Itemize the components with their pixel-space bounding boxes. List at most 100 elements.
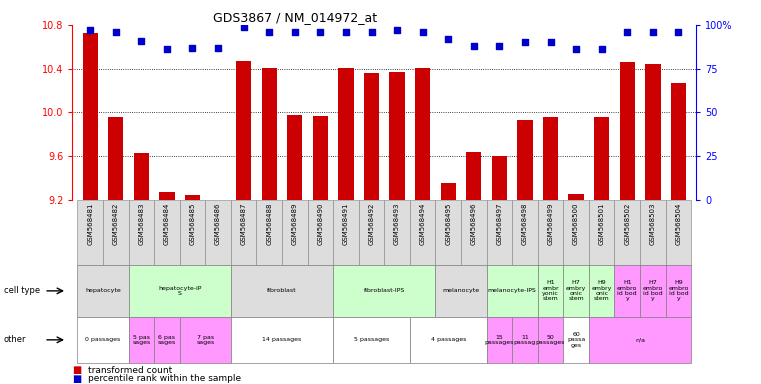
Bar: [236, 61, 251, 200]
Bar: [185, 195, 200, 200]
Text: GSM568498: GSM568498: [522, 203, 528, 245]
Bar: [358, 200, 384, 265]
Point: [468, 43, 480, 49]
Bar: [640, 200, 666, 265]
Bar: [441, 183, 456, 200]
Bar: [154, 200, 180, 265]
Point: [263, 29, 275, 35]
Bar: [282, 200, 307, 265]
Bar: [461, 200, 486, 265]
Bar: [666, 200, 691, 265]
Bar: [568, 194, 584, 200]
Text: H7
embro
id bod
y: H7 embro id bod y: [642, 280, 663, 301]
Point: [647, 29, 659, 35]
Text: 50
passages: 50 passages: [536, 334, 565, 345]
Text: GSM568504: GSM568504: [676, 203, 681, 245]
Text: fibroblast: fibroblast: [267, 288, 297, 293]
Text: GSM568503: GSM568503: [650, 203, 656, 245]
Bar: [543, 117, 559, 200]
Point: [365, 29, 377, 35]
Text: GSM568485: GSM568485: [189, 203, 196, 245]
Text: n/a: n/a: [635, 337, 645, 343]
Text: GSM568500: GSM568500: [573, 203, 579, 245]
Text: 60
passa
ges: 60 passa ges: [567, 332, 585, 348]
Bar: [466, 152, 482, 200]
Text: GSM568484: GSM568484: [164, 203, 170, 245]
Point: [237, 24, 250, 30]
Point: [186, 45, 199, 51]
Bar: [645, 64, 661, 200]
Text: GSM568486: GSM568486: [215, 203, 221, 245]
Text: GSM568481: GSM568481: [88, 203, 93, 245]
Text: 0 passages: 0 passages: [85, 337, 120, 343]
Text: H1
embro
id bod
y: H1 embro id bod y: [617, 280, 638, 301]
Text: GSM568482: GSM568482: [113, 203, 119, 245]
Point: [135, 38, 148, 44]
Point: [110, 29, 122, 35]
Point: [621, 29, 633, 35]
Bar: [78, 200, 103, 265]
Text: H9
embry
onic
stem: H9 embry onic stem: [591, 280, 612, 301]
Bar: [538, 200, 563, 265]
Point: [442, 36, 454, 42]
Text: H9
embro
id bod
y: H9 embro id bod y: [668, 280, 689, 301]
Text: hepatocyte: hepatocyte: [85, 288, 121, 293]
Text: 5 passages: 5 passages: [354, 337, 389, 343]
Text: melanocyte-IPS: melanocyte-IPS: [488, 288, 537, 293]
Bar: [486, 200, 512, 265]
Bar: [512, 200, 538, 265]
Bar: [103, 200, 129, 265]
Point: [391, 27, 403, 33]
Bar: [307, 200, 333, 265]
Text: GSM568492: GSM568492: [368, 203, 374, 245]
Bar: [108, 117, 123, 200]
Bar: [563, 200, 589, 265]
Bar: [256, 200, 282, 265]
Point: [519, 40, 531, 46]
Text: 4 passages: 4 passages: [431, 337, 466, 343]
Bar: [210, 200, 226, 201]
Text: GSM568496: GSM568496: [471, 203, 477, 245]
Point: [570, 46, 582, 53]
Point: [596, 46, 608, 53]
Text: GSM568495: GSM568495: [445, 203, 451, 245]
Text: GSM568501: GSM568501: [599, 203, 605, 245]
Bar: [614, 200, 640, 265]
Text: GSM568491: GSM568491: [343, 203, 349, 245]
Text: GSM568489: GSM568489: [291, 203, 298, 245]
Bar: [129, 200, 154, 265]
Point: [493, 43, 505, 49]
Text: hepatocyte-iP
S: hepatocyte-iP S: [158, 286, 202, 296]
Text: GSM568493: GSM568493: [394, 203, 400, 245]
Bar: [287, 114, 302, 200]
Bar: [313, 116, 328, 200]
Bar: [517, 120, 533, 200]
Bar: [82, 33, 98, 200]
Point: [212, 45, 224, 51]
Bar: [180, 200, 205, 265]
Text: GSM568488: GSM568488: [266, 203, 272, 245]
Text: melanocyte: melanocyte: [442, 288, 479, 293]
Bar: [159, 192, 174, 200]
Point: [288, 29, 301, 35]
Bar: [390, 72, 405, 200]
Bar: [619, 62, 635, 200]
Point: [544, 40, 556, 46]
Text: H7
embry
onic
stem: H7 embry onic stem: [566, 280, 586, 301]
Text: transformed count: transformed count: [88, 366, 172, 375]
Bar: [410, 200, 435, 265]
Text: 15
passages: 15 passages: [485, 334, 514, 345]
Bar: [262, 68, 277, 200]
Text: GDS3867 / NM_014972_at: GDS3867 / NM_014972_at: [213, 11, 377, 24]
Text: 11
passag: 11 passag: [514, 334, 536, 345]
Text: GSM568494: GSM568494: [419, 203, 425, 245]
Point: [340, 29, 352, 35]
Point: [161, 46, 173, 53]
Text: ■: ■: [72, 374, 81, 384]
Text: GSM568490: GSM568490: [317, 203, 323, 245]
Text: GSM568499: GSM568499: [548, 203, 553, 245]
Bar: [205, 200, 231, 265]
Bar: [333, 200, 358, 265]
Point: [672, 29, 684, 35]
Text: percentile rank within the sample: percentile rank within the sample: [88, 374, 240, 383]
